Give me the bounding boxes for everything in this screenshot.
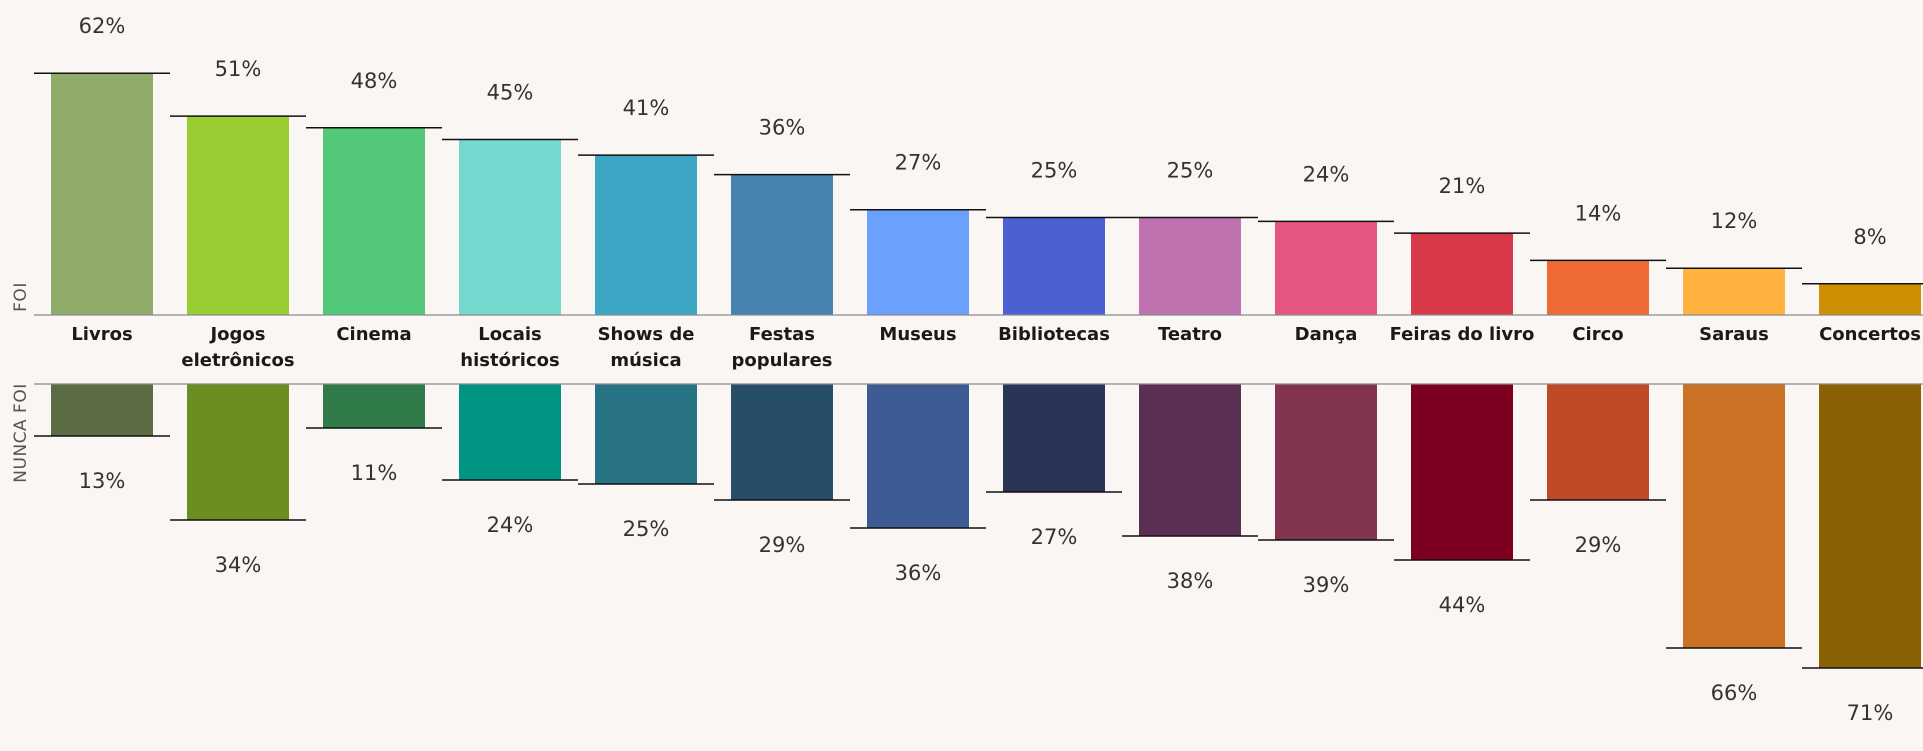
bar-foi-circo [1547, 260, 1649, 315]
category-label-festas-populares: Festas populares [731, 324, 832, 371]
value-label-foi-shows-de-musica: 41% [623, 96, 670, 120]
value-label-nunca-foi-museus: 36% [895, 561, 942, 585]
bar-nunca-foi-concertos [1819, 384, 1921, 668]
bar-foi-locais-historicos [459, 139, 561, 315]
value-label-nunca-foi-concertos: 71% [1847, 701, 1894, 725]
bar-nunca-foi-livros [51, 384, 153, 436]
value-label-foi-jogos-eletronicos: 51% [215, 57, 262, 81]
value-label-nunca-foi-locais-historicos: 24% [487, 513, 534, 537]
bar-foi-cinema [323, 127, 425, 315]
bar-nunca-foi-jogos-eletronicos [187, 384, 289, 520]
bar-foi-concertos [1819, 283, 1921, 315]
bar-nunca-foi-saraus [1683, 384, 1785, 648]
value-label-foi-festas-populares: 36% [759, 116, 806, 140]
bar-nunca-foi-bibliotecas [1003, 384, 1105, 492]
bar-nunca-foi-cinema [323, 384, 425, 428]
value-label-foi-danca: 24% [1303, 162, 1350, 186]
series-label-nunca-foi: NUNCA FOI [11, 383, 31, 482]
value-label-nunca-foi-jogos-eletronicos: 34% [215, 553, 262, 577]
value-label-foi-livros: 62% [79, 14, 126, 38]
category-label-circo: Circo [1572, 324, 1623, 345]
category-label-concertos: Concertos [1819, 324, 1921, 345]
category-label-jogos-eletronicos: Jogos eletrônicos [181, 324, 294, 371]
category-label-locais-historicos: Locais históricos [460, 324, 559, 371]
bar-foi-teatro [1139, 217, 1241, 315]
category-label-cinema: Cinema [336, 324, 411, 345]
value-label-foi-bibliotecas: 25% [1031, 159, 1078, 183]
value-label-foi-saraus: 12% [1711, 209, 1758, 233]
value-label-foi-feiras-do-livro: 21% [1439, 174, 1486, 198]
category-label-feiras-do-livro: Feiras do livro [1390, 324, 1535, 345]
category-label-museus: Museus [879, 324, 956, 345]
category-label-shows-de-musica: Shows de música [598, 324, 695, 371]
bar-nunca-foi-circo [1547, 384, 1649, 500]
bar-foi-museus [867, 209, 969, 315]
value-label-nunca-foi-saraus: 66% [1711, 681, 1758, 705]
bar-foi-saraus [1683, 268, 1785, 315]
value-label-foi-museus: 27% [895, 151, 942, 175]
value-label-nunca-foi-teatro: 38% [1167, 569, 1214, 593]
value-label-nunca-foi-feiras-do-livro: 44% [1439, 593, 1486, 617]
category-label-danca: Dança [1295, 324, 1358, 345]
bar-nunca-foi-locais-historicos [459, 384, 561, 480]
bar-foi-jogos-eletronicos [187, 116, 289, 315]
category-label-bibliotecas: Bibliotecas [998, 324, 1110, 345]
category-labels: Livros Jogos eletrônicos Cinema Locais histór… [71, 324, 1921, 371]
bar-nunca-foi-shows-de-musica [595, 384, 697, 484]
bar-nunca-foi-feiras-do-livro [1411, 384, 1513, 560]
bar-foi-livros [51, 73, 153, 315]
category-label-livros: Livros [71, 324, 132, 345]
foi-series: 62% 51% 48% 45% 41% 36% 27% 25% 25% 24% 21% 14% 12% 8… [34, 14, 1923, 315]
value-label-nunca-foi-cinema: 11% [351, 461, 398, 485]
category-label-saraus: Saraus [1699, 324, 1769, 345]
value-label-nunca-foi-shows-de-musica: 25% [623, 517, 670, 541]
value-label-foi-locais-historicos: 45% [487, 81, 534, 105]
nunca-foi-series: 13% 34% 11% 24% 25% 29% 36% 27% 38% 39% 44% 29% 66% 7… [34, 384, 1923, 725]
bar-foi-bibliotecas [1003, 217, 1105, 315]
bar-foi-shows-de-musica [595, 155, 697, 315]
value-label-nunca-foi-bibliotecas: 27% [1031, 525, 1078, 549]
bar-foi-danca [1275, 221, 1377, 315]
value-label-nunca-foi-circo: 29% [1575, 533, 1622, 557]
value-label-nunca-foi-livros: 13% [79, 469, 126, 493]
bar-nunca-foi-museus [867, 384, 969, 528]
bar-foi-festas-populares [731, 174, 833, 315]
value-label-foi-cinema: 48% [351, 69, 398, 93]
bar-foi-feiras-do-livro [1411, 233, 1513, 315]
value-label-foi-teatro: 25% [1167, 159, 1214, 183]
bar-nunca-foi-teatro [1139, 384, 1241, 536]
value-label-nunca-foi-festas-populares: 29% [759, 533, 806, 557]
value-label-nunca-foi-danca: 39% [1303, 573, 1350, 597]
category-label-teatro: Teatro [1158, 324, 1222, 345]
value-label-foi-circo: 14% [1575, 201, 1622, 225]
bar-nunca-foi-festas-populares [731, 384, 833, 500]
series-label-foi: FOI [11, 282, 31, 312]
value-label-foi-concertos: 8% [1853, 225, 1886, 249]
bar-nunca-foi-danca [1275, 384, 1377, 540]
